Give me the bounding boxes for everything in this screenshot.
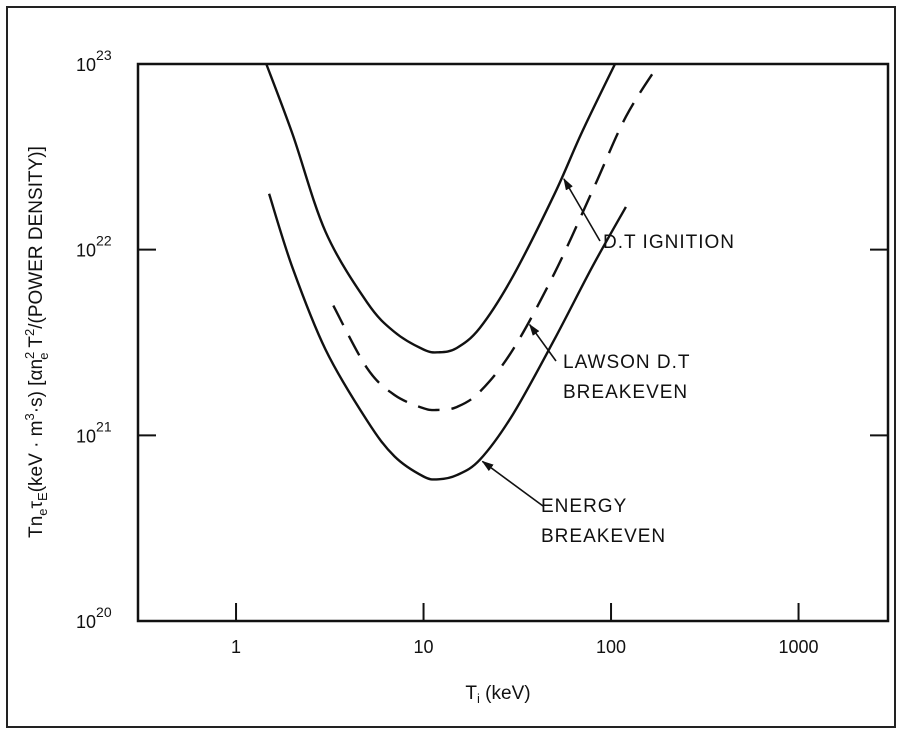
y-axis-title: TneτE(keV · m3·s) [αn2e T2/(POWER DENSIT…	[22, 146, 51, 538]
series-lawson-breakeven	[332, 63, 660, 412]
x-tick-label: 1	[231, 637, 241, 657]
x-tick-label: 1000	[779, 637, 819, 657]
plot-area-border	[136, 62, 890, 623]
x-axis-title: Ti (keV)	[465, 683, 530, 706]
annotation-label: BREAKEVEN	[563, 382, 688, 403]
annotation-label: LAWSON D.T	[563, 352, 691, 373]
series-dt-ignition	[265, 63, 617, 354]
series-energy-breakeven	[267, 193, 627, 481]
annotation-arrow	[528, 323, 557, 362]
annotation-arrow	[481, 460, 544, 507]
annotation-label: BREAKEVEN	[541, 526, 666, 547]
x-tick-label: 10	[414, 637, 434, 657]
y-tick-label: 1020	[76, 604, 112, 632]
annotation-label: D.T IGNITION	[603, 232, 735, 253]
annotation-label: ENERGY	[541, 496, 627, 517]
annotation-arrow	[563, 178, 601, 242]
y-tick-label: 1021	[76, 418, 112, 446]
x-tick-label: 100	[596, 637, 626, 657]
y-tick-label: 1023	[76, 47, 112, 75]
y-tick-label: 1022	[76, 233, 112, 261]
figure-frame	[6, 6, 896, 728]
